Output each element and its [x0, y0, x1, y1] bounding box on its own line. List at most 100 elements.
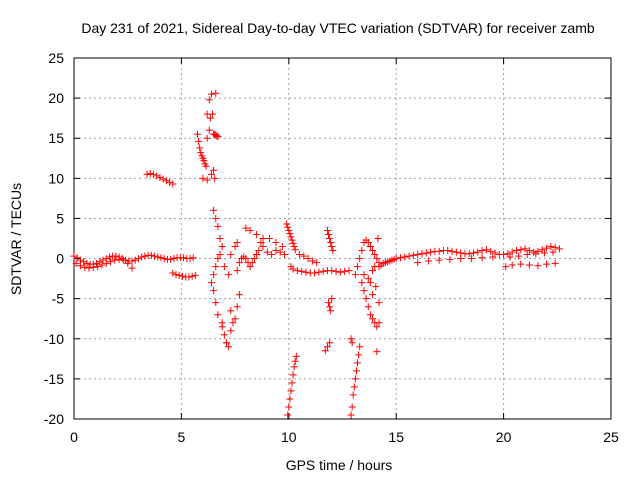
data-point	[272, 247, 280, 255]
data-point	[532, 250, 540, 258]
data-point	[212, 299, 220, 307]
data-point	[281, 251, 289, 259]
data-point	[156, 174, 164, 182]
data-point	[76, 262, 84, 270]
data-point	[157, 254, 165, 262]
data-point	[169, 269, 177, 277]
data-point	[500, 251, 508, 259]
data-point	[196, 144, 204, 152]
data-point	[487, 247, 495, 255]
data-point	[218, 243, 226, 251]
data-point	[329, 247, 337, 255]
data-point	[210, 271, 218, 279]
data-point	[435, 256, 443, 264]
data-point	[80, 258, 88, 266]
data-point	[105, 253, 113, 261]
data-point	[153, 172, 161, 180]
data-point	[364, 275, 372, 283]
data-point	[360, 271, 368, 279]
data-point	[195, 137, 203, 145]
data-point	[191, 271, 199, 279]
data-point	[328, 295, 336, 303]
data-point	[372, 283, 380, 291]
data-point	[272, 239, 280, 247]
data-point	[231, 243, 239, 251]
data-point	[525, 261, 533, 269]
x-tick-label: 5	[178, 429, 186, 445]
data-point	[229, 319, 237, 327]
data-point	[94, 263, 102, 271]
data-point	[373, 323, 381, 331]
data-point	[216, 235, 224, 242]
data-point	[358, 247, 366, 255]
y-tick-label: 25	[48, 50, 64, 66]
data-point	[259, 243, 267, 251]
data-point	[467, 255, 475, 263]
data-point	[246, 226, 254, 234]
data-point	[288, 379, 296, 387]
x-tick-label: 0	[70, 429, 78, 445]
data-point	[302, 268, 310, 276]
data-point	[549, 248, 557, 256]
data-point	[227, 251, 235, 259]
data-point	[555, 245, 563, 253]
data-point	[508, 248, 516, 256]
data-point	[149, 170, 157, 178]
data-point	[211, 174, 219, 182]
data-point	[227, 307, 235, 315]
data-point	[231, 315, 239, 323]
data-point	[285, 403, 293, 411]
x-tick-label: 10	[281, 429, 297, 445]
data-point	[366, 243, 374, 251]
data-point	[543, 260, 551, 268]
data-point	[242, 255, 250, 263]
data-point	[304, 255, 312, 263]
data-point	[345, 267, 353, 275]
grid-lines	[74, 58, 611, 419]
data-point	[185, 273, 193, 281]
data-point	[446, 255, 454, 263]
data-point	[290, 243, 298, 251]
data-point	[138, 253, 146, 261]
data-point	[223, 339, 231, 347]
data-point	[351, 375, 359, 383]
data-point	[194, 130, 202, 138]
data-point	[508, 261, 516, 269]
data-point	[257, 239, 265, 247]
x-axis-label: GPS time / hours	[286, 457, 393, 473]
data-point	[253, 230, 261, 238]
data-point	[220, 331, 228, 339]
data-point	[255, 247, 263, 255]
data-point	[543, 244, 551, 252]
data-point	[347, 335, 355, 343]
data-point	[131, 256, 139, 264]
data-point	[525, 247, 533, 255]
data-point	[154, 253, 162, 261]
data-point	[489, 253, 497, 261]
data-point	[225, 343, 233, 351]
data-point	[373, 348, 381, 356]
axis-ticks: 0 5 10 15 20 25 -20 -15 -10 -5 0 5 10 15 20 25	[44, 50, 619, 445]
data-point	[207, 170, 215, 178]
data-point	[321, 347, 329, 355]
data-point	[115, 255, 123, 263]
data-point	[327, 239, 335, 247]
y-axis-label: SDTVAR / TECUs	[8, 183, 24, 295]
data-point	[326, 303, 334, 311]
y-tick-label: -20	[44, 411, 64, 427]
data-point	[358, 279, 366, 287]
data-point	[210, 206, 218, 214]
data-point	[118, 255, 126, 263]
data-point	[315, 268, 323, 276]
data-point	[98, 261, 106, 269]
data-point	[414, 251, 422, 259]
data-point	[151, 252, 159, 260]
data-point	[276, 248, 284, 256]
data-point	[351, 271, 359, 279]
data-point	[93, 259, 101, 267]
data-point	[212, 89, 220, 97]
data-point	[216, 251, 224, 259]
data-point	[354, 359, 362, 367]
data-point	[444, 247, 452, 255]
data-point	[288, 236, 296, 244]
